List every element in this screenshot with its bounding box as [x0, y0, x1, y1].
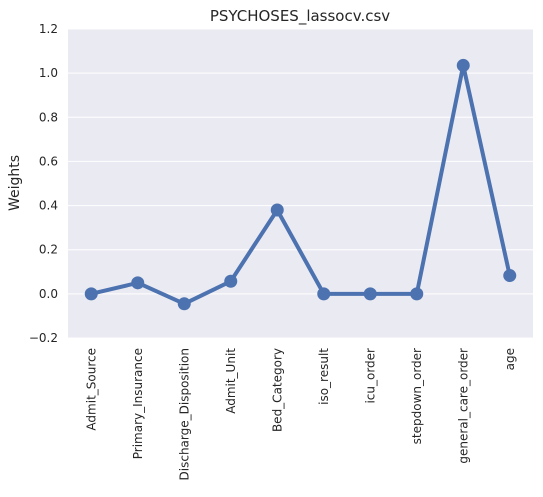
data-point [224, 274, 238, 288]
data-points [84, 58, 517, 311]
x-tick-label: general_care_order [456, 348, 470, 464]
y-tick-label: 0.6 [39, 154, 58, 168]
data-point [270, 203, 284, 217]
data-point [410, 287, 424, 301]
y-tick-label: 0.8 [39, 110, 58, 124]
y-tick-label: 0.2 [39, 243, 58, 257]
x-tick-label: iso_result [317, 348, 331, 405]
data-point [177, 297, 191, 311]
series-line [89, 63, 512, 306]
x-tick-label: age [503, 348, 517, 370]
data-point [84, 287, 98, 301]
x-tick-labels: Admit_Source Primary_Insurance Discharge_D… [84, 348, 517, 481]
data-point [363, 287, 377, 301]
data-point [131, 276, 145, 290]
data-point [456, 58, 470, 72]
y-tick-label: 0.4 [39, 199, 58, 213]
y-tick-labels: −0.2 0.0 0.2 0.4 0.6 0.8 1.0 1.2 [29, 22, 58, 345]
data-point [317, 287, 331, 301]
y-tick-label: 1.0 [39, 66, 58, 80]
y-tick-label: −0.2 [29, 331, 58, 345]
x-tick-label: Discharge_Disposition [177, 348, 191, 480]
y-axis-label: Weights [7, 155, 23, 211]
chart-title: PSYCHOSES_lassocv.csv [210, 7, 390, 26]
data-point [503, 269, 517, 283]
x-tick-label: Admit_Source [84, 348, 98, 431]
x-tick-label: Primary_Insurance [131, 348, 145, 459]
x-tick-label: stepdown_order [410, 348, 424, 444]
y-tick-label: 1.2 [39, 22, 58, 36]
x-tick-label: Admit_Unit [224, 348, 238, 414]
x-tick-label: Bed_Category [270, 348, 284, 432]
x-tick-label: icu_order [363, 348, 377, 404]
y-tick-label: 0.0 [39, 287, 58, 301]
